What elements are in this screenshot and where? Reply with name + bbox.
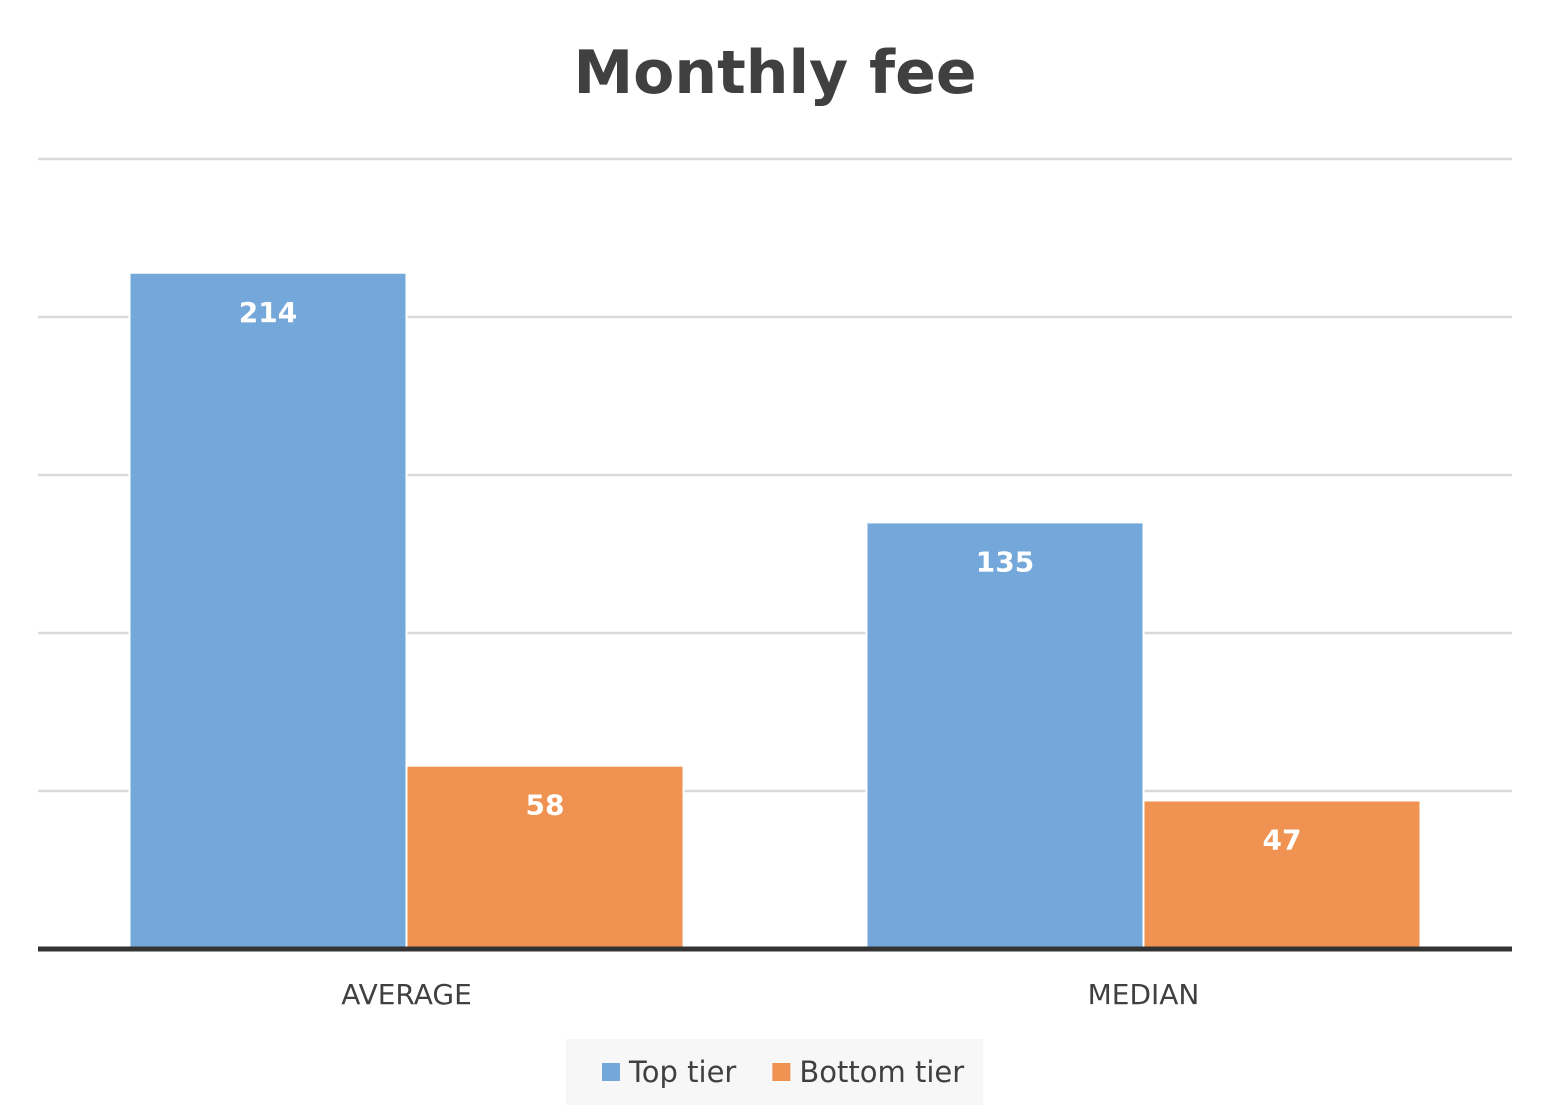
legend: Top tier Bottom tier	[566, 1039, 983, 1105]
bars: 214 58 135 47	[128, 271, 1422, 951]
category-label: MEDIAN	[1088, 978, 1200, 1011]
legend-swatch	[772, 1063, 791, 1081]
data-label: 135	[976, 545, 1034, 578]
bar-top-tier-median	[865, 521, 1145, 951]
category-labels: AVERAGE MEDIAN	[341, 978, 1199, 1011]
data-label: 47	[1263, 823, 1302, 856]
category-label: AVERAGE	[341, 978, 472, 1011]
chart-title: Monthly fee	[573, 38, 976, 108]
data-label: 214	[239, 296, 297, 329]
legend-label: Bottom tier	[799, 1055, 964, 1089]
data-label: 58	[526, 789, 565, 822]
bar-bottom-tier-average	[405, 764, 685, 950]
legend-swatch	[602, 1063, 620, 1081]
legend-label: Top tier	[628, 1055, 736, 1089]
bar-top-tier-average	[128, 271, 408, 950]
